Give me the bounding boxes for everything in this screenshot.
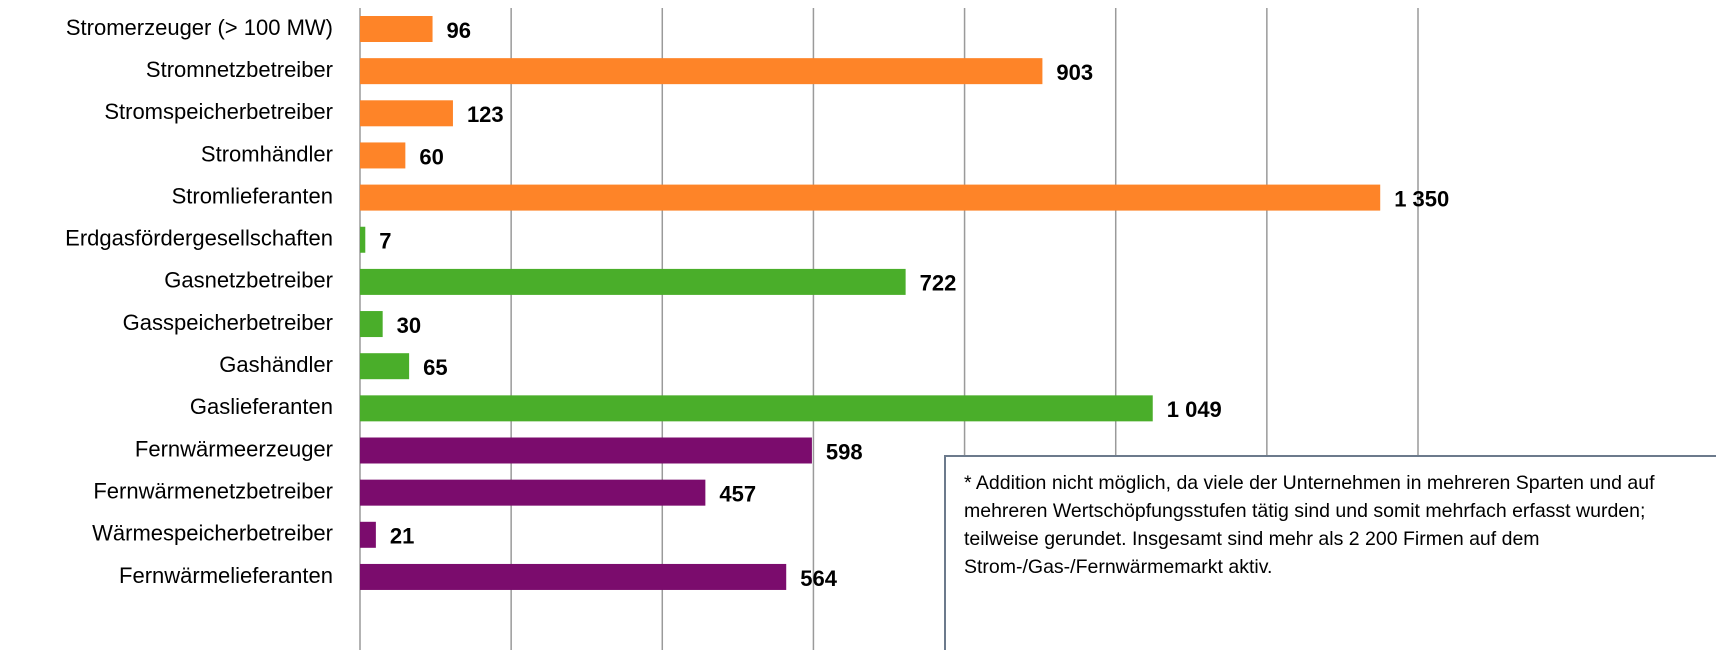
value-label: 1 350 <box>1394 186 1449 211</box>
y-tick-label: Stromnetzbetreiber <box>146 57 333 82</box>
value-label: 123 <box>467 102 504 127</box>
y-tick-label: Fernwärmelieferanten <box>119 563 333 588</box>
y-tick-label: Fernwärmeerzeuger <box>135 436 333 461</box>
value-label: 722 <box>920 271 957 296</box>
y-tick-label: Fernwärmenetzbetreiber <box>93 478 333 503</box>
bar <box>360 226 366 253</box>
bar <box>360 521 376 548</box>
annotation-box <box>944 455 1716 650</box>
bar <box>360 184 1381 211</box>
value-label: 30 <box>397 313 421 338</box>
y-tick-label: Stromerzeuger (> 100 MW) <box>66 15 333 40</box>
bar <box>360 16 433 42</box>
y-tick-label: Gasnetzbetreiber <box>164 268 333 293</box>
bar <box>360 479 706 506</box>
y-tick-label: Stromhändler <box>201 141 333 166</box>
y-tick-label: Gaslieferanten <box>190 394 333 419</box>
bar <box>360 437 812 464</box>
value-label: 598 <box>826 439 863 464</box>
value-label: 1 049 <box>1167 397 1222 422</box>
y-tick-label: Gashändler <box>219 352 333 377</box>
bar <box>360 395 1153 422</box>
value-label: 564 <box>800 566 837 591</box>
bar <box>360 58 1043 85</box>
value-label: 903 <box>1056 60 1093 85</box>
y-tick-label: Wärmespeicherbetreiber <box>92 521 333 546</box>
bar <box>360 268 906 295</box>
y-tick-label: Erdgasfördergesellschaften <box>65 226 333 251</box>
bar <box>360 311 383 338</box>
value-label: 21 <box>390 524 414 549</box>
value-label: 457 <box>719 481 756 506</box>
value-label: 7 <box>379 229 391 254</box>
y-tick-label: Stromlieferanten <box>172 183 333 208</box>
bar <box>360 563 787 590</box>
bar <box>360 353 410 380</box>
value-label: 65 <box>423 355 447 380</box>
y-tick-label: Gasspeicherbetreiber <box>123 310 333 335</box>
y-tick-label: Stromspeicherbetreiber <box>104 99 333 124</box>
annotation: * Addition nicht möglich, da viele der U… <box>964 472 1655 578</box>
value-label: 60 <box>419 144 443 169</box>
annotation-text: * Addition nicht möglich, da viele der U… <box>964 472 1655 578</box>
bar <box>360 100 453 127</box>
value-label: 96 <box>447 18 471 43</box>
bar <box>360 142 406 169</box>
